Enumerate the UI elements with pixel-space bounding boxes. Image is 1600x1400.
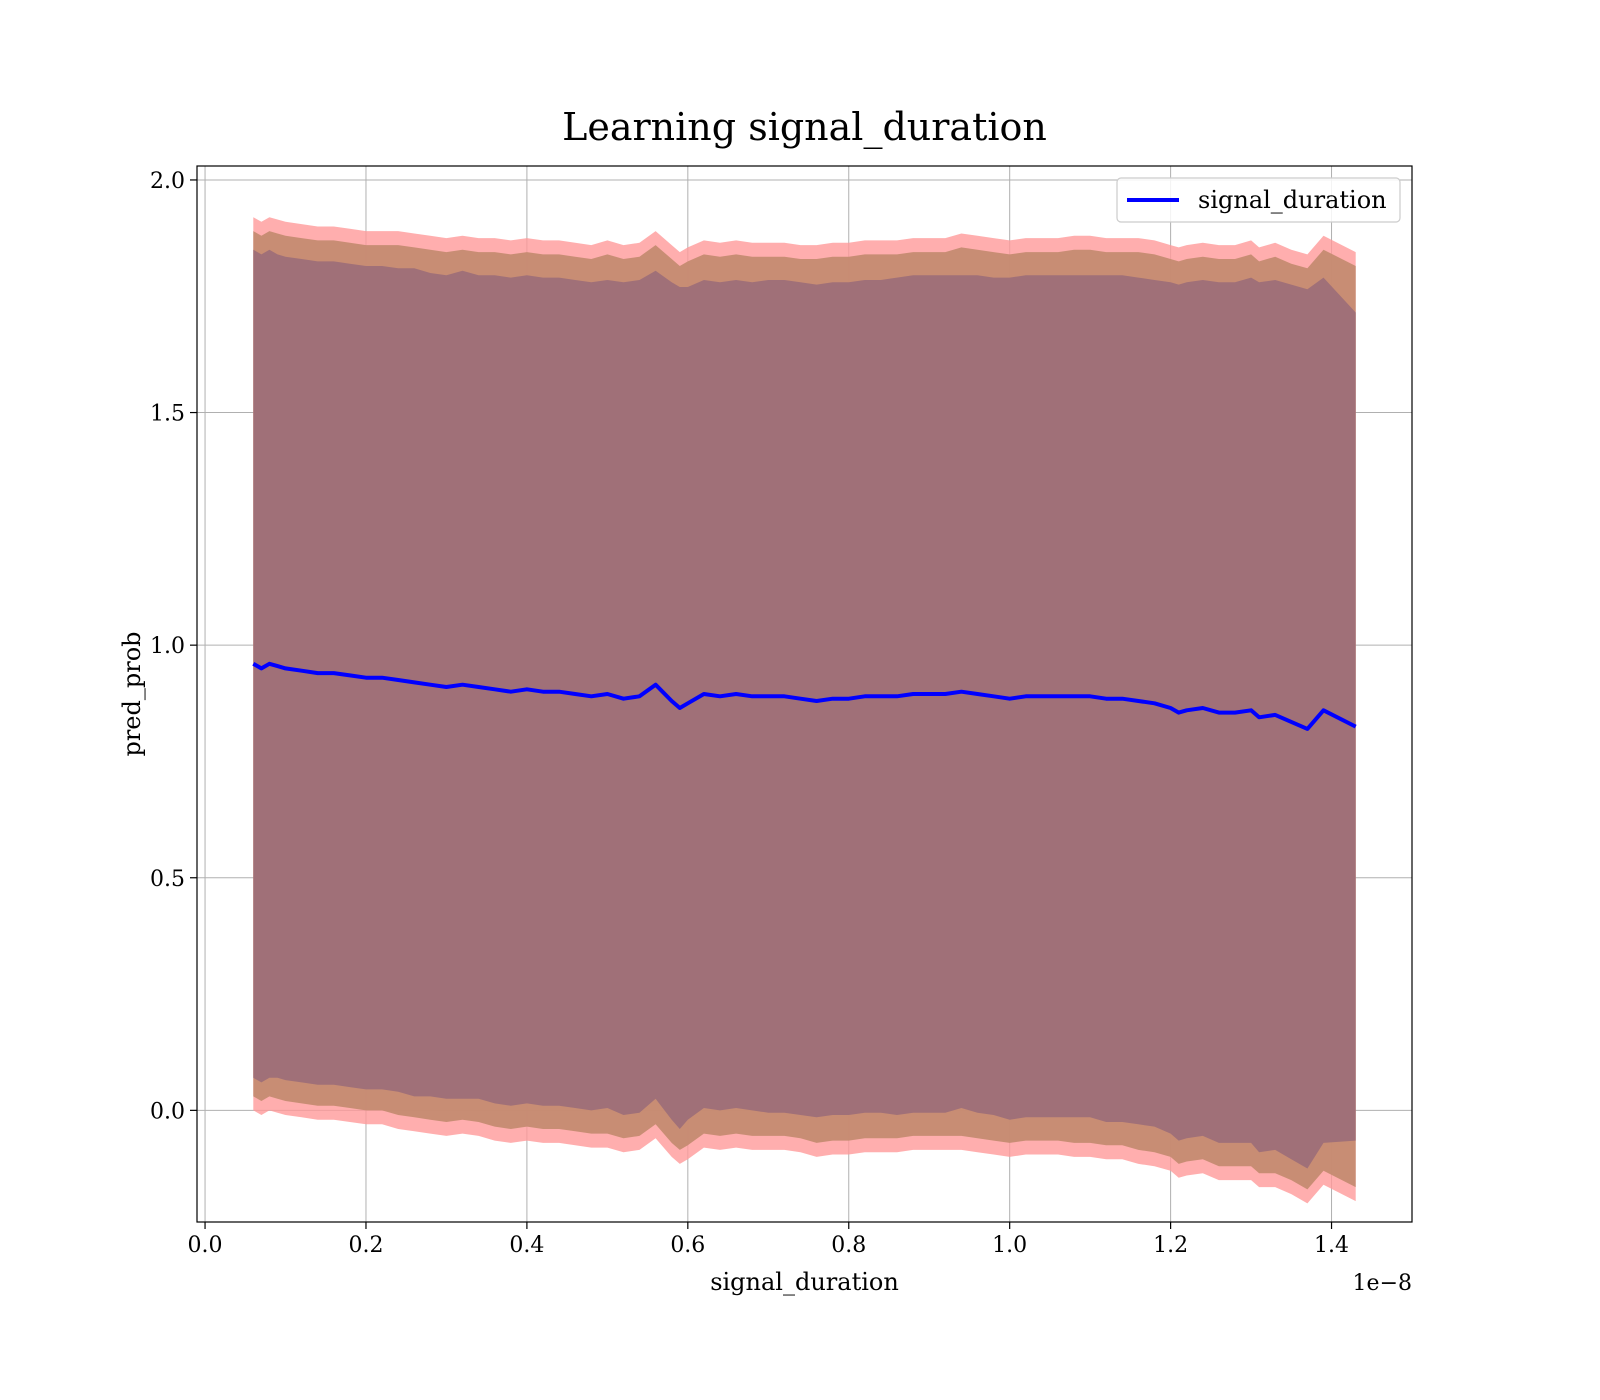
x-axis-label: signal_duration — [710, 1268, 899, 1296]
inner-confidence-band — [253, 249, 1356, 1169]
x-tick-label: 0.2 — [348, 1233, 383, 1258]
plot-frame — [196, 165, 1413, 1223]
legend-box — [1116, 177, 1401, 223]
x-tick-label: 0.6 — [670, 1233, 705, 1258]
legend-label: signal_duration — [1198, 186, 1387, 214]
x-axis-offset-label: 1e−8 — [1353, 1271, 1412, 1296]
y-tick-label: 1.0 — [150, 634, 185, 659]
x-tick-label: 1.0 — [992, 1233, 1027, 1258]
chart-title: Learning signal_duration — [562, 105, 1047, 150]
y-tick-label: 2.0 — [150, 169, 185, 194]
x-tick-label: 0.8 — [831, 1233, 866, 1258]
y-tick-label: 1.5 — [150, 402, 185, 427]
y-axis-label: pred_prob — [118, 631, 146, 756]
series-lines — [252, 661, 1357, 731]
confidence-bands — [253, 217, 1356, 1204]
x-tick-label: 1.4 — [1314, 1233, 1349, 1258]
y-tick-label: 0.5 — [150, 867, 185, 892]
series-line-signal-duration — [252, 661, 1357, 731]
y-tick-label: 0.0 — [150, 1099, 185, 1124]
ticks: 0.0 0.2 0.4 0.6 0.8 1.0 1.2 1.4 0.0 0.5 1.0 1.5 2.0 — [150, 169, 1349, 1258]
x-tick-label: 1.2 — [1153, 1233, 1188, 1258]
legend: signal_duration — [1116, 177, 1401, 223]
x-tick-label: 0.0 — [188, 1233, 223, 1258]
x-tick-label: 0.4 — [509, 1233, 544, 1258]
